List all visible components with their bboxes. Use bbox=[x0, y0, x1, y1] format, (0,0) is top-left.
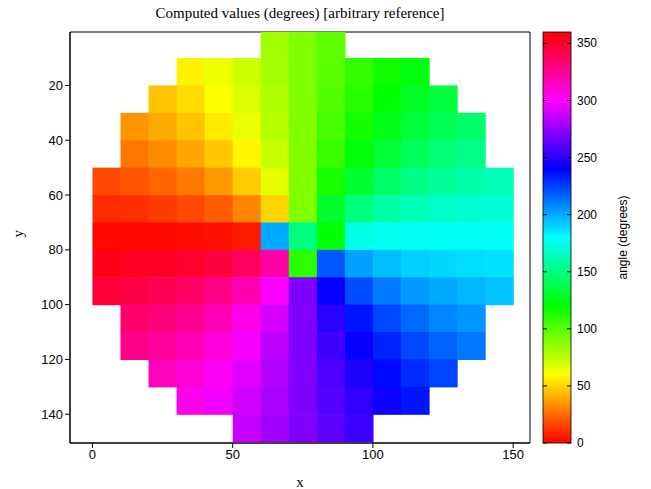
svg-text:60: 60 bbox=[49, 188, 63, 203]
svg-text:y: y bbox=[10, 230, 26, 238]
html-text:Computed values (degrees) [arb: Computed values (degrees) [arbitrary ref… bbox=[155, 5, 445, 21]
svg-text:x: x bbox=[296, 474, 304, 489]
svg-text:200: 200 bbox=[577, 208, 597, 222]
svg-text:150: 150 bbox=[502, 447, 524, 462]
svg-text:100: 100 bbox=[41, 297, 63, 312]
svg-text:50: 50 bbox=[577, 379, 591, 393]
svg-text:50: 50 bbox=[225, 447, 239, 462]
svg-text:100: 100 bbox=[577, 322, 597, 336]
svg-text:0: 0 bbox=[577, 436, 584, 450]
svg-text:40: 40 bbox=[49, 133, 63, 148]
svg-text:20: 20 bbox=[49, 78, 63, 93]
svg-text:angle (degrees): angle (degrees) bbox=[616, 195, 630, 279]
svg-text:300: 300 bbox=[577, 94, 597, 108]
svg-text:100: 100 bbox=[362, 447, 384, 462]
svg-text:350: 350 bbox=[577, 36, 597, 50]
svg-text:80: 80 bbox=[49, 242, 63, 257]
svg-text:150: 150 bbox=[577, 265, 597, 279]
svg-text:0: 0 bbox=[89, 447, 96, 462]
svg-text:140: 140 bbox=[41, 407, 63, 422]
svg-text:120: 120 bbox=[41, 352, 63, 367]
svg-text:250: 250 bbox=[577, 151, 597, 165]
